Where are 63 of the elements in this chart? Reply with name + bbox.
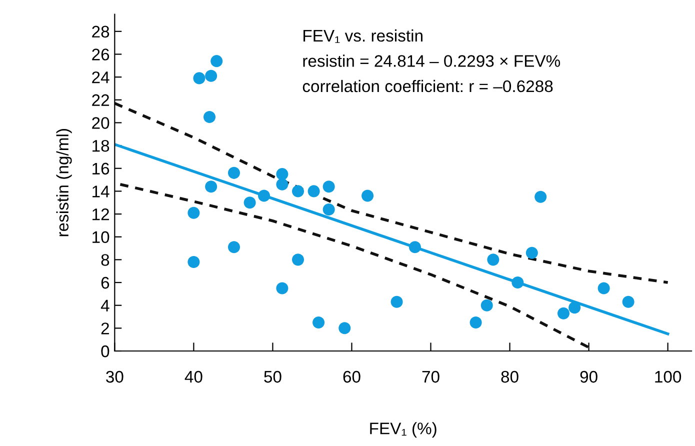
point: [188, 256, 200, 268]
annotation: correlation coefficient: r = –0.6288: [302, 80, 553, 92]
point: [276, 178, 288, 190]
point: [188, 206, 200, 219]
y-tick-label: 22: [92, 94, 109, 106]
point: [408, 241, 421, 254]
x-tick-label: 30: [106, 370, 124, 383]
y-tick-label: 14: [92, 186, 110, 198]
point: [292, 185, 304, 198]
point: [312, 316, 325, 328]
annotation: FEV₁ vs. resistin: [304, 29, 422, 43]
point: [557, 307, 570, 320]
point: [622, 296, 634, 308]
x-tick-label: 70: [422, 370, 440, 383]
y-tick-label: 18: [92, 140, 110, 152]
point: [244, 196, 256, 209]
y-tick-label: 12: [92, 208, 109, 220]
x-tick-label: 100: [655, 370, 682, 383]
x-tick-label: 90: [580, 370, 598, 383]
y-tick-label: 4: [100, 300, 110, 312]
point: [203, 110, 216, 124]
point: [526, 246, 538, 259]
point: [205, 180, 218, 193]
y-tick-label: 10: [92, 231, 110, 244]
point: [228, 166, 240, 179]
point: [568, 302, 581, 314]
point: [470, 316, 482, 328]
y-tick-label: 0: [101, 345, 110, 358]
point: [362, 190, 374, 202]
y-tick-label: 16: [92, 162, 110, 175]
x-tick-label: 40: [184, 370, 202, 383]
x-tick-label: 60: [343, 370, 360, 383]
annotation: resistin = 24.814 – 0.2293 × FEV%: [303, 54, 560, 67]
point: [322, 180, 335, 193]
point: [512, 276, 524, 289]
point: [210, 55, 223, 68]
point: [276, 282, 288, 294]
y-tick-label: 20: [92, 117, 110, 129]
x-tick-label: 50: [264, 370, 282, 383]
line-series: [114, 102, 670, 284]
point: [598, 282, 610, 294]
y-tick-label: 26: [92, 48, 110, 60]
y-tick-label: 8: [101, 254, 110, 266]
y-tick-label: 6: [101, 276, 110, 289]
point: [205, 70, 218, 82]
y-tick-label: 24: [92, 71, 110, 84]
point: [338, 322, 351, 334]
y-tick-label: 28: [92, 26, 110, 38]
point: [390, 296, 403, 308]
point: [480, 299, 493, 312]
point: [308, 185, 320, 198]
x-tick-label: 80: [501, 370, 518, 383]
point: [487, 254, 500, 266]
point: [228, 241, 240, 254]
point: [292, 254, 304, 266]
point: [534, 190, 547, 203]
point: [258, 190, 270, 202]
y-tick-label: 2: [101, 322, 109, 334]
point: [276, 168, 288, 180]
x-axis-title: FEV₁ (%): [370, 422, 436, 438]
point: [193, 72, 206, 84]
y-axis-title: resistin (ng/ml): [56, 129, 72, 236]
point: [322, 203, 335, 216]
